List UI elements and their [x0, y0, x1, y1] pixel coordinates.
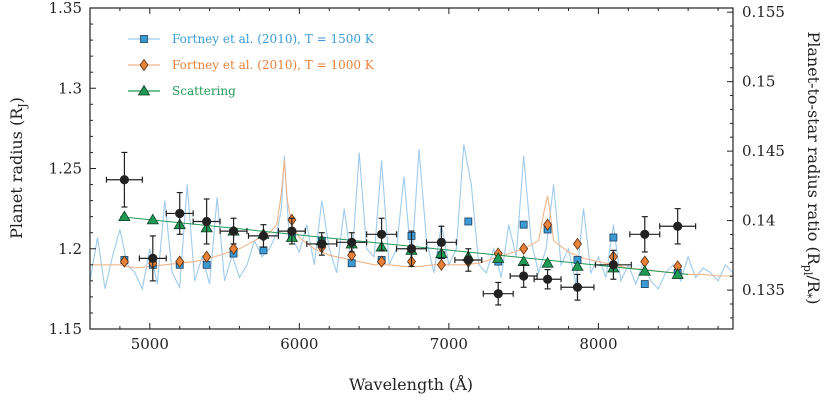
y-axis-left-label: Planet radius (RJ) — [7, 97, 29, 239]
observed-point — [640, 229, 650, 239]
x-tick-label: 5000 — [131, 335, 169, 353]
y-axis-right-label-end: ) — [804, 298, 823, 304]
observed-point — [542, 274, 553, 284]
marker-scattering — [638, 264, 651, 276]
legend-label: Fortney et al. (2010), T = 1000 K — [172, 58, 375, 72]
scattering-curve — [119, 216, 689, 275]
marker-1000k — [436, 258, 446, 271]
axis-ticks: 5000 6000 7000 8000 1.15 1.2 1.25 1.3 1.35 0.135 0… — [49, 0, 785, 353]
observed-point — [376, 229, 387, 239]
x-tick-label: 6000 — [280, 335, 318, 353]
observed-point — [258, 231, 269, 241]
marker-1500k — [609, 233, 618, 242]
y-axis-right-label-mid: /R — [804, 275, 823, 293]
marker-1000k — [229, 242, 239, 255]
legend-marker-triangle — [137, 84, 151, 96]
legend-marker-diamond — [139, 58, 149, 72]
observed-point — [347, 237, 357, 247]
observed-point — [463, 255, 473, 265]
spectrum-line-1000k — [90, 160, 733, 277]
marker-scattering — [541, 256, 554, 268]
y-right-tick-label: 0.145 — [742, 142, 785, 160]
legend: Fortney et al. (2010), T = 1500 K Fortney… — [128, 32, 375, 98]
legend-marker-square — [140, 35, 148, 43]
y-axis-right-label-main: Planet-to-star radius ratio (R — [804, 31, 823, 265]
marker-scattering — [146, 213, 159, 225]
observed-point — [287, 226, 297, 236]
y-axis-right-label-sub1: pl — [801, 265, 814, 276]
marker-scattering — [492, 252, 505, 263]
marker-1000k — [119, 255, 129, 268]
y-left-tick-label: 1.15 — [49, 320, 82, 338]
y-right-tick-label: 0.15 — [742, 73, 775, 91]
x-axis-label: Wavelength (Å) — [349, 374, 473, 394]
y-left-tick-label: 1.35 — [49, 0, 82, 17]
y-right-tick-label: 0.155 — [742, 3, 785, 21]
observed-point — [228, 226, 239, 236]
marker-scattering — [118, 210, 131, 222]
y-left-tick-label: 1.2 — [58, 240, 82, 258]
observed-data — [105, 151, 697, 306]
y-right-tick-label: 0.135 — [742, 281, 785, 299]
y-left-tick-label: 1.3 — [58, 79, 82, 97]
observed-point — [202, 216, 212, 227]
observed-point — [119, 175, 129, 185]
y-axis-left-label-main: Planet radius (R — [7, 107, 26, 239]
observed-point — [673, 221, 683, 231]
observed-point — [436, 237, 447, 247]
marker-1000k — [572, 237, 582, 251]
legend-label: Fortney et al. (2010), T = 1500 K — [172, 32, 375, 46]
observed-point — [406, 244, 417, 254]
marker-1500k — [519, 220, 528, 229]
x-tick-label: 8000 — [579, 335, 617, 353]
y-axis-right-label-sub2: * — [801, 293, 814, 299]
marker-1500k — [259, 246, 268, 255]
y-axis-right-label: Planet-to-star radius ratio (Rpl/R*) — [801, 31, 823, 304]
spectrum-line-1500k — [90, 144, 733, 291]
observed-point — [317, 239, 327, 249]
marker-scattering — [571, 260, 584, 271]
marker-1000k — [175, 255, 185, 268]
marker-scattering — [671, 268, 684, 279]
y-left-tick-label: 1.25 — [49, 160, 82, 178]
marker-1000k — [543, 218, 553, 231]
model-spectra — [90, 144, 733, 291]
marker-1500k — [464, 217, 473, 226]
observed-point — [493, 289, 503, 299]
scattering-line — [119, 216, 689, 275]
observed-point — [148, 253, 158, 263]
marker-1000k — [377, 255, 387, 268]
observed-point — [175, 208, 185, 219]
x-tick-label: 7000 — [430, 335, 468, 353]
legend-label: Scattering — [172, 84, 236, 98]
marker-1000k — [519, 242, 529, 255]
y-axis-left-label-sub: J — [16, 103, 29, 108]
observed-point — [608, 260, 618, 270]
marker-1000k — [202, 250, 212, 263]
observed-point — [519, 271, 529, 281]
observed-point — [572, 282, 583, 292]
y-axis-left-label-end: ) — [7, 97, 26, 103]
marker-1500k — [640, 280, 649, 288]
y-right-tick-label: 0.14 — [742, 212, 775, 230]
